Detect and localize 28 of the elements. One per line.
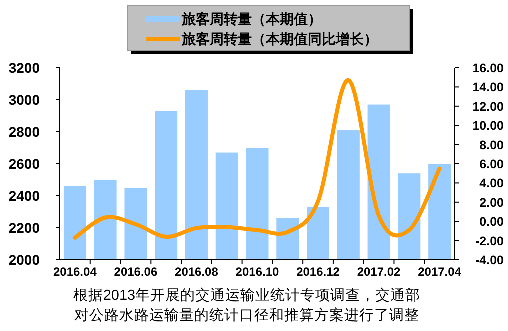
- y2-tick-label: 10.00: [472, 119, 504, 134]
- x-tick-label: 2016.10: [236, 265, 280, 279]
- legend-label: 旅客周转量（本期值）: [181, 11, 322, 27]
- y2-tick-label: -2.00: [476, 234, 504, 248]
- y-tick-label: 2200: [8, 220, 40, 236]
- y2-tick-label: 4.00: [480, 176, 504, 191]
- y-tick-label: 2000: [8, 252, 40, 268]
- y-tick-label: 2600: [8, 156, 40, 172]
- y2-tick-label: 2.00: [480, 196, 504, 210]
- y-tick-label: 2400: [8, 188, 40, 204]
- y2-tick-label: -4.00: [476, 254, 504, 268]
- y2-tick-label: 8.00: [480, 138, 504, 152]
- x-tick-label: 2016.06: [114, 265, 158, 279]
- y2-tick-label: 12.00: [472, 100, 504, 114]
- legend-label: 旅客周转量（本期值同比增长）: [181, 31, 378, 47]
- y2-tick-label: 14.00: [472, 80, 504, 95]
- x-tick-label: 2017.02: [357, 265, 402, 279]
- y-tick-label: 2800: [8, 124, 40, 140]
- y2-tick-label: 16.00: [472, 62, 504, 76]
- x-tick-label: 2016.12: [296, 265, 340, 279]
- text: 根据2013年开展的交通运输业统计专项调查，交通部对公路水路运输量的统计口径和推算方案进行了调整: [72, 286, 422, 326]
- y2-tick-label: 6.00: [480, 158, 504, 172]
- y2-tick-label: 0.00: [480, 215, 504, 230]
- x-tick-label: 2016.08: [175, 265, 219, 279]
- y-tick-label: 3200: [8, 60, 40, 76]
- x-tick-label: 2016.04: [53, 265, 98, 279]
- y-tick-label: 3000: [8, 92, 40, 108]
- x-tick-label: 2017.04: [418, 265, 462, 279]
